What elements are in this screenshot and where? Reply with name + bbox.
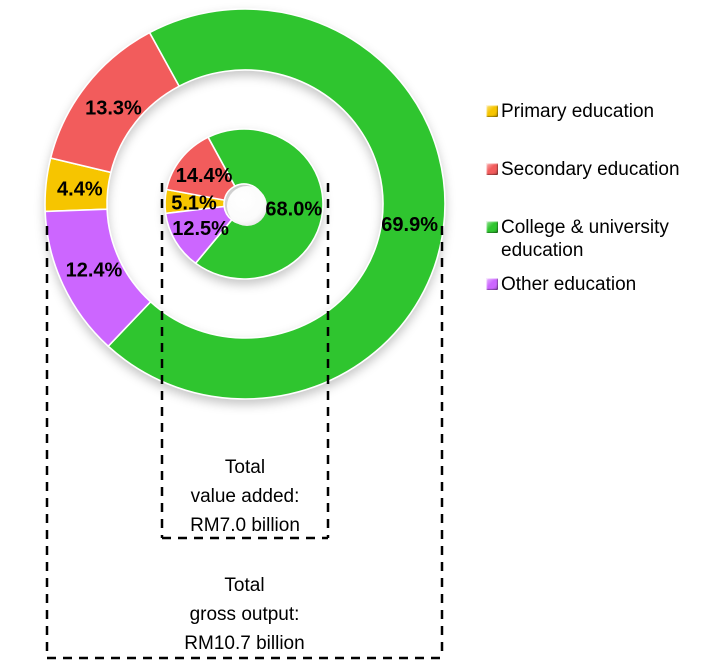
gross-output-caption-line1: Total — [224, 575, 265, 596]
legend-swatch-primary — [486, 105, 498, 117]
gross-output-caption-line3: RM10.7 billion — [184, 633, 305, 654]
legend-swatch-secondary — [486, 163, 498, 175]
legend-label-primary: Primary education — [501, 101, 655, 122]
value-added-caption-line1: Total — [224, 457, 266, 478]
legend-item-primary-education: Primary education — [486, 100, 714, 123]
gross-output-total-caption: Total gross output: RM10.7 billion — [47, 571, 442, 658]
donut-rings — [44, 8, 446, 400]
legend-item-other-education: Other education — [486, 273, 714, 296]
value-added-caption-line2: value added: — [190, 486, 300, 507]
legend-label-college: College & university education — [501, 217, 669, 261]
slice-outer-other-education — [44, 208, 152, 348]
slice-inner-other-education — [164, 205, 233, 265]
slice-labels: 4.4% 13.3% 69.9% 12.4% 5.1% 14.4% 68.0% 12.5% — [57, 98, 438, 282]
value-added-total-caption: Total value added: RM7.0 billion — [162, 453, 328, 540]
slice-label-outer-primary-education: 4.4% — [57, 178, 103, 200]
legend-swatch-college — [486, 221, 498, 233]
slice-label-inner-secondary-education: 14.4% — [176, 165, 233, 187]
legend-swatch-other — [486, 278, 498, 290]
slice-label-inner-college-university-education: 68.0% — [265, 199, 322, 221]
legend-label-secondary: Secondary education — [501, 159, 680, 180]
legend: Primary education Secondary education Co… — [486, 100, 714, 296]
gross-output-caption-line2: gross output: — [189, 604, 300, 625]
slice-label-outer-college-university-education: 69.9% — [381, 214, 438, 236]
slice-inner-secondary-education — [165, 136, 237, 202]
slice-label-inner-other-education: 12.5% — [172, 218, 229, 240]
slice-outer-college-university-education — [107, 8, 446, 400]
slice-label-inner-primary-education: 5.1% — [171, 192, 217, 214]
value-added-caption-line3: RM7.0 billion — [190, 515, 300, 536]
legend-item-secondary-education: Secondary education — [486, 158, 714, 181]
donut-hole — [227, 186, 267, 226]
legend-label-other: Other education — [501, 274, 637, 295]
slice-label-outer-other-education: 12.4% — [66, 260, 123, 282]
legend-item-college-university-education: College & university education — [486, 216, 714, 262]
slice-label-outer-secondary-education: 13.3% — [85, 98, 142, 120]
